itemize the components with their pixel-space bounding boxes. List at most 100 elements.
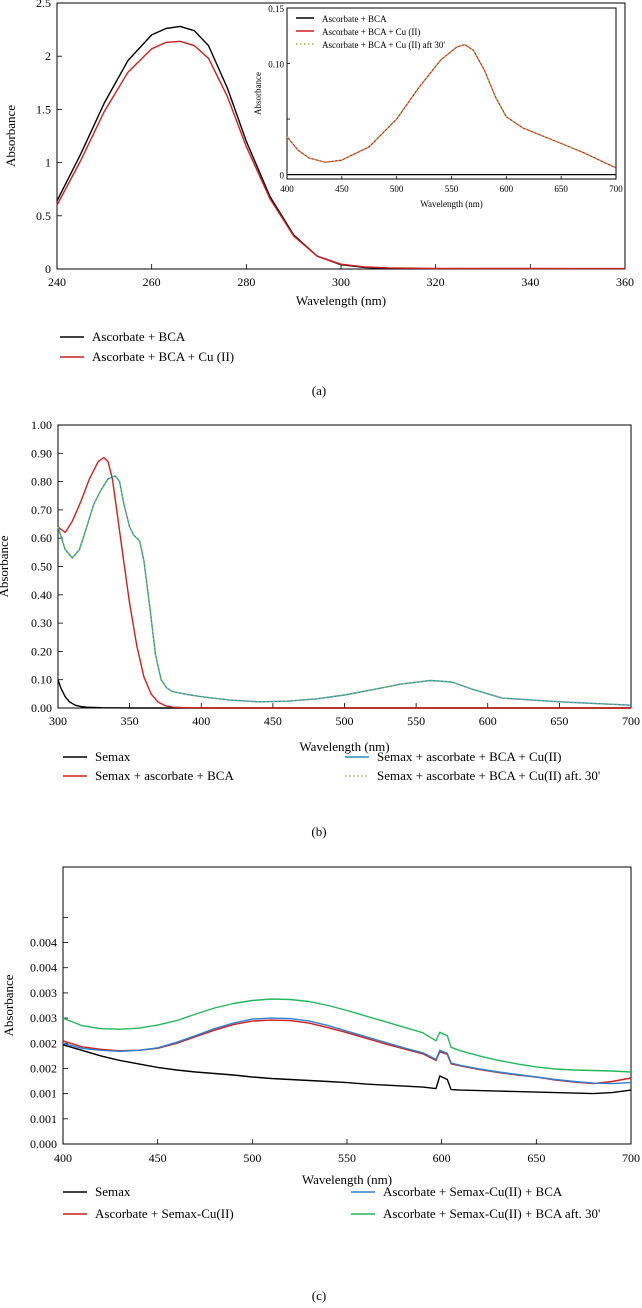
- c-y-tick-label: 0.002: [30, 1061, 57, 1075]
- a-panel-label: (a): [312, 383, 326, 398]
- c-x-tick-label: 600: [433, 1151, 451, 1165]
- a-legend-label: Ascorbate + BCA + Cu (II): [92, 349, 234, 364]
- b-legend-label: Semax: [95, 749, 131, 764]
- a-y-tick-label: 2: [45, 49, 51, 63]
- a-inset-series-line-2: [286, 43, 617, 169]
- b-x-tick-label: 600: [479, 714, 497, 728]
- b-y-tick-label: 0.10: [31, 673, 52, 687]
- c-x-tick-label: 500: [243, 1151, 261, 1165]
- b-y-axis-title: Absorbance: [0, 535, 11, 597]
- b-x-tick-label: 500: [336, 714, 354, 728]
- b-x-tick-label: 300: [49, 714, 67, 728]
- a-inset-legend-label: Ascorbate + BCA: [322, 14, 387, 24]
- b-y-tick-label: 0.50: [31, 560, 52, 574]
- a-inset-x-tick-label: 650: [554, 184, 568, 194]
- b-legend-label: Semax + ascorbate + BCA: [95, 768, 234, 783]
- a-inset-x-tick-label: 550: [445, 184, 459, 194]
- panel-c: 400 450 500 550 600 650 700 0.000 0.001 0.001 0.00…: [1, 866, 640, 1303]
- b-y-tick-label: 0.90: [31, 446, 52, 460]
- a-inset-x-tick-label: 600: [500, 184, 514, 194]
- c-legend-label: Ascorbate + Semax-Cu(II): [95, 1206, 234, 1221]
- b-panel-label: (b): [311, 824, 326, 839]
- b-y-tick-label: 0.00: [31, 701, 52, 715]
- a-x-axis-title: Wavelength (nm): [296, 293, 386, 308]
- a-inset-x-axis-title: Wavelength (nm): [420, 199, 483, 209]
- b-series-line-1: [57, 456, 631, 709]
- b-y-tick-label: 0.30: [31, 616, 52, 630]
- a-legend: Ascorbate + BCA Ascorbate + BCA + Cu (II): [60, 329, 234, 364]
- b-y-tick-label: 0.20: [31, 644, 52, 658]
- b-x-tick-label: 650: [550, 714, 568, 728]
- a-y-axis-title: Absorbance: [3, 105, 18, 167]
- b-legend-label: Semax + ascorbate + BCA + Cu(II): [377, 749, 561, 764]
- b-x-tick-label: 350: [121, 714, 139, 728]
- a-y-tick-label: 1.5: [36, 102, 51, 116]
- a-inset-y-tick-label: 0.10: [268, 60, 284, 70]
- a-series-line-1: [56, 40, 625, 270]
- a-inset-x-tick-label: 700: [609, 184, 623, 194]
- a-x-tick-label: 340: [521, 275, 539, 289]
- a-y-tick-label: 0.5: [36, 209, 51, 223]
- a-inset-x-tick-label: 400: [280, 184, 294, 194]
- a-inset-x-tick-label: 450: [335, 184, 349, 194]
- b-x-tick-label: 700: [622, 714, 640, 728]
- b-y-tick-label: 1.00: [31, 418, 52, 432]
- c-y-tick-label: 0.001: [30, 1087, 57, 1101]
- a-inset-y-axis-title: Absorbance: [253, 72, 263, 115]
- a-inset-y-tick-label: 0.15: [268, 4, 284, 14]
- c-y-axis-title: Absorbance: [1, 974, 16, 1036]
- c-y-tick-label: 0.003: [30, 1011, 57, 1025]
- b-legend: Semax Semax + ascorbate + BCA Semax + asco…: [63, 749, 600, 783]
- c-x-tick-label: 550: [338, 1151, 356, 1165]
- b-series-line-2: [57, 475, 632, 706]
- b-x-axis-title: Wavelength (nm): [299, 739, 389, 754]
- a-inset-y-tick-label: 0: [280, 171, 285, 181]
- c-x-tick-label: 400: [54, 1151, 72, 1165]
- c-series-line-2: [62, 1017, 632, 1085]
- b-x-tick-label: 450: [264, 714, 282, 728]
- b-y-tick-label: 0.70: [31, 503, 52, 517]
- a-x-tick-label: 360: [616, 275, 634, 289]
- a-x-tick-label: 260: [143, 275, 161, 289]
- c-y-tick-label: 0.004: [30, 936, 57, 950]
- c-y-tick-label: 0.001: [30, 1112, 57, 1126]
- a-x-tick-label: 240: [48, 275, 66, 289]
- c-y-tick-label: 0.003: [30, 986, 57, 1000]
- c-series-line-0: [62, 1044, 632, 1095]
- c-y-tick-label: 0.000: [30, 1137, 57, 1151]
- panel-a: 240 260 280 300 320 340 360 0 0.5 1 1.5 2 2.5 Wavelen…: [3, 0, 634, 398]
- c-x-tick-label: 450: [149, 1151, 167, 1165]
- panel-b: 300 350 400 450 500 550 600 650 700 0.00 0.10 0.20 0…: [0, 418, 640, 839]
- c-legend-label: Ascorbate + Semax-Cu(II) + BCA: [383, 1184, 563, 1199]
- c-y-tick-label: 0.004: [30, 961, 57, 975]
- c-y-tick-label: 0.002: [30, 1036, 57, 1050]
- c-series-line-3: [62, 998, 632, 1073]
- a-y-tick-label: 1: [45, 156, 51, 170]
- b-y-tick-label: 0.80: [31, 475, 52, 489]
- a-inset-plot-frame: [286, 7, 617, 180]
- a-inset-legend-label: Ascorbate + BCA + Cu (II): [322, 27, 420, 37]
- a-x-tick-label: 280: [237, 275, 255, 289]
- b-y-tick-label: 0.60: [31, 531, 52, 545]
- b-x-tick-label: 400: [192, 714, 210, 728]
- c-x-axis-title: Wavelength (nm): [302, 1172, 392, 1187]
- a-inset-legend: Ascorbate + BCA Ascorbate + BCA + Cu (II)…: [296, 14, 445, 50]
- a-x-tick-label: 300: [332, 275, 350, 289]
- c-legend-label: Ascorbate + Semax-Cu(II) + BCA aft. 30': [383, 1206, 600, 1221]
- b-y-tick-label: 0.40: [31, 588, 52, 602]
- a-legend-label: Ascorbate + BCA: [92, 329, 186, 344]
- b-plot-frame: [57, 424, 632, 709]
- c-x-tick-label: 650: [527, 1151, 545, 1165]
- c-legend: Semax Ascorbate + Semax-Cu(II) Ascorbate +…: [63, 1184, 600, 1221]
- a-x-tick-label: 320: [427, 275, 445, 289]
- a-y-tick-label: 0: [45, 262, 51, 276]
- c-x-tick-label: 700: [622, 1151, 640, 1165]
- c-legend-label: Semax: [95, 1184, 131, 1199]
- a-inset-legend-label: Ascorbate + BCA + Cu (II) aft 30': [322, 40, 445, 50]
- a-inset-x-tick-label: 500: [390, 184, 404, 194]
- a-y-tick-label: 2.5: [36, 0, 51, 10]
- b-x-tick-label: 550: [407, 714, 425, 728]
- c-plot-frame: [62, 866, 632, 1145]
- b-legend-label: Semax + ascorbate + BCA + Cu(II) aft. 30…: [377, 768, 600, 783]
